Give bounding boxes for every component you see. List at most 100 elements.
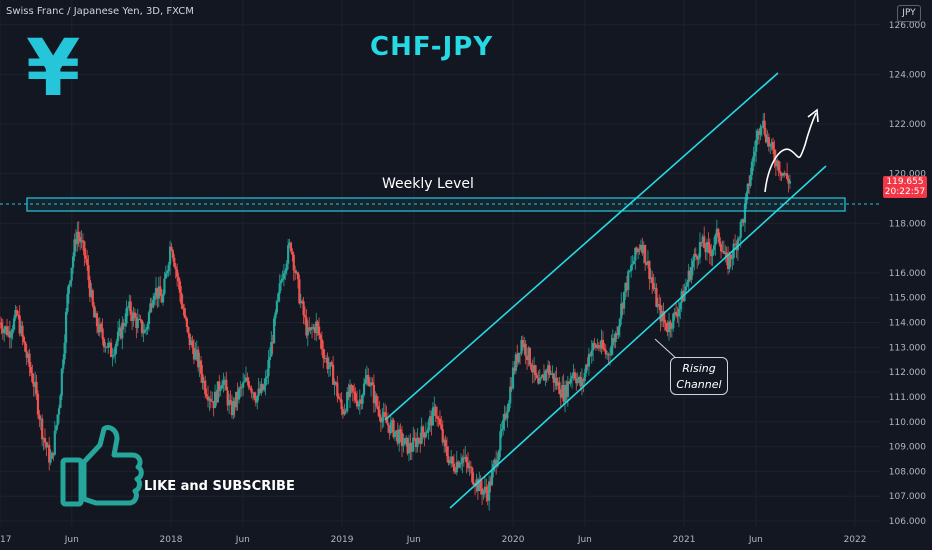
candle-body	[482, 490, 485, 495]
candle-body	[514, 354, 517, 372]
candle-body	[22, 336, 25, 343]
candle-body	[282, 273, 286, 279]
candle-body	[357, 403, 360, 407]
candle-body	[132, 312, 135, 321]
candle-body	[208, 398, 211, 401]
current-price-badge: 119.655 20:22:57	[883, 176, 927, 198]
price-axis: 126.000 124.000 122.000 120.000 118.000 116.0…	[889, 21, 926, 527]
candle-body	[272, 318, 276, 344]
candle-body	[461, 457, 464, 463]
candle-body	[621, 303, 624, 309]
candle-body	[316, 321, 319, 327]
candle-body	[628, 271, 631, 272]
currency-badge[interactable]: JPY	[897, 5, 921, 22]
candle-body	[495, 459, 498, 467]
candle-body	[582, 379, 585, 382]
candle-body	[271, 342, 274, 344]
candle-body	[527, 347, 530, 360]
candle-body	[726, 256, 730, 270]
candle-body	[379, 417, 383, 423]
candle-body	[551, 373, 554, 375]
candle-body	[56, 414, 59, 426]
candle-body	[69, 280, 72, 285]
candle-body	[416, 438, 419, 448]
candle-body	[112, 355, 115, 357]
candle-body	[517, 352, 520, 363]
candle-body	[305, 317, 308, 336]
candle-body	[368, 384, 371, 386]
candle-body	[703, 236, 706, 248]
chart-title: CHF-JPY	[370, 32, 494, 62]
candle-body	[180, 292, 183, 305]
candle-body	[721, 251, 724, 252]
candle-body	[260, 384, 263, 393]
candle-body	[340, 399, 343, 410]
candle-body	[355, 400, 359, 407]
candle-body	[324, 357, 328, 359]
candle-body	[450, 456, 453, 460]
channel-lower-line	[449, 165, 827, 509]
candle-body	[742, 219, 745, 223]
candle-body	[459, 462, 463, 465]
candle-body	[228, 400, 231, 406]
candle-body	[74, 239, 77, 245]
candle-body	[601, 339, 605, 349]
candle-body	[330, 362, 333, 365]
candle-body	[313, 327, 316, 334]
candle-body	[64, 311, 68, 343]
candle-body	[746, 183, 749, 194]
candle-body	[257, 388, 260, 396]
candle-body	[396, 430, 399, 444]
x-tick-label: 2022	[844, 535, 867, 545]
candle-body	[771, 142, 775, 150]
candle-body	[440, 424, 443, 430]
candle-body	[504, 413, 508, 419]
candle-body	[400, 432, 404, 447]
candle-body	[296, 272, 300, 280]
candle-body	[641, 244, 644, 254]
candle-body	[445, 446, 449, 457]
thumbs-up-icon	[60, 424, 144, 507]
candle-body	[625, 282, 628, 291]
candle-body	[145, 328, 148, 330]
candle-body	[121, 322, 124, 339]
candle-body	[178, 281, 182, 293]
candle-body	[104, 346, 107, 348]
candle-body	[365, 375, 368, 380]
y-tick-label: 116.000	[889, 269, 926, 279]
x-tick-label: Jun	[748, 535, 763, 545]
candle-body	[184, 315, 187, 319]
y-tick-label: 126.000	[889, 21, 926, 31]
candle-body	[656, 304, 659, 307]
y-tick-label: 114.000	[889, 319, 926, 329]
candle-body	[642, 244, 645, 254]
candle-body	[24, 342, 27, 352]
candle-body	[86, 258, 89, 266]
candle-body	[333, 381, 336, 385]
candle-body	[645, 262, 648, 265]
candle-body	[41, 418, 44, 440]
candle-body	[191, 340, 194, 348]
candle-body	[677, 308, 680, 317]
candle-body	[21, 325, 24, 337]
candle-body	[358, 399, 361, 404]
candle-body	[243, 381, 246, 383]
candle-body	[378, 409, 381, 418]
candle-body	[611, 338, 614, 346]
candle-body	[780, 172, 783, 176]
y-tick-label: 113.000	[889, 343, 926, 353]
candle-body	[138, 318, 141, 320]
candle-body	[4, 326, 7, 329]
candle-body	[375, 395, 378, 407]
candle-body	[185, 318, 189, 328]
candle-body	[587, 354, 591, 367]
candle-body	[229, 400, 232, 403]
candle-body	[97, 326, 100, 333]
candle-body	[291, 251, 294, 255]
candle-body	[371, 382, 374, 385]
candle-body	[95, 313, 99, 327]
candle-body	[59, 395, 62, 409]
candle-body	[451, 456, 454, 464]
candle-body	[105, 346, 108, 348]
